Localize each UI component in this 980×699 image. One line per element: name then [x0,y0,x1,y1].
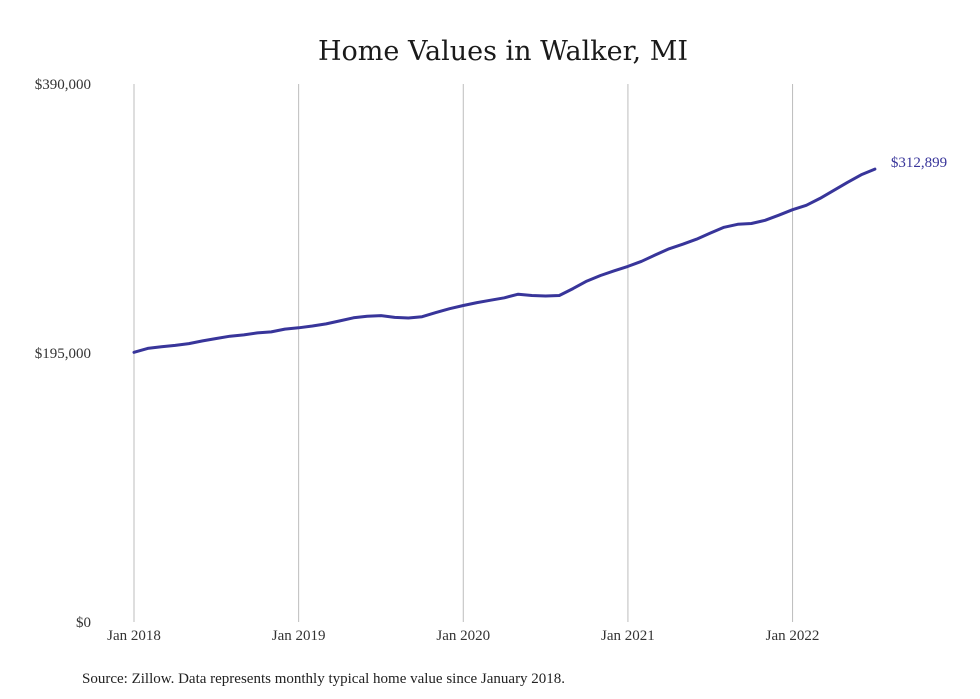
series-line [132,167,877,354]
x-axis: Jan 2018 Jan 2019 Jan 2020 Jan 2021 Jan 2022 [107,628,819,644]
x-tick-label: Jan 2021 [601,628,655,644]
y-axis: $0 $195,000 $390,000 [35,77,91,631]
x-tick-label: Jan 2022 [766,628,820,644]
end-value-label: $312,899 [891,155,947,171]
x-gridlines [133,84,794,622]
y-tick-label: $0 [76,615,91,631]
x-tick-label: Jan 2020 [436,628,490,644]
chart-title: Home Values in Walker, MI [318,36,688,67]
x-tick-label: Jan 2018 [107,628,161,644]
source-note: Source: Zillow. Data represents monthly … [82,671,565,687]
x-tick-label: Jan 2019 [272,628,326,644]
y-tick-label: $195,000 [35,346,91,362]
y-tick-label: $390,000 [35,77,91,93]
